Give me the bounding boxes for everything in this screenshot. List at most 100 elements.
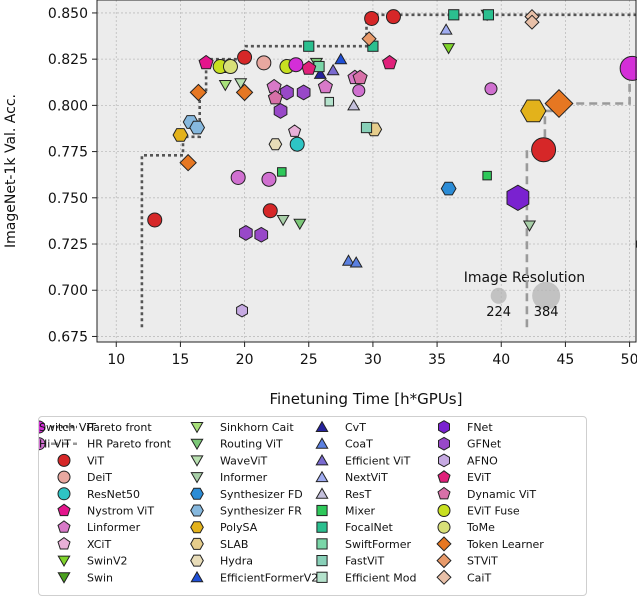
point-mixer: [277, 167, 287, 177]
legend-item-swin: Swin: [57, 571, 113, 584]
resolution-label: 384: [534, 305, 559, 320]
legend-swatch: [438, 453, 450, 468]
legend-swatch: [315, 487, 329, 499]
point-efficient-vit: [326, 63, 340, 76]
legend-item-pareto-front: Pareto front: [51, 421, 152, 434]
legend-item-efficient-vit: Efficient ViT: [315, 453, 411, 467]
legend-label: Hi ViT: [39, 438, 71, 451]
x-tick-label: 15: [172, 352, 190, 368]
point-dynamic-vit: [352, 69, 368, 85]
legend-label: FastViT: [345, 555, 384, 568]
legend-item-polysa: PolySA: [190, 521, 258, 534]
point-cait: [524, 14, 540, 30]
legend-swatch: [316, 504, 328, 517]
legend-label: PolySA: [220, 521, 258, 534]
point-hydra: [268, 138, 283, 151]
legend-svg: Pareto front HR Pareto front ViT DeiT ResNet…: [32, 420, 544, 585]
x-tick-label: 45: [557, 352, 575, 368]
point-routing-vit: [293, 218, 307, 231]
legend-label: ResT: [345, 488, 372, 501]
point-synthesizer-fr: [189, 120, 206, 135]
y-tick-label: 0.675: [48, 329, 88, 345]
y-tick-label: 0.775: [48, 145, 88, 161]
legend-label: Pareto front: [87, 421, 152, 434]
point-hi-vit: [352, 84, 366, 98]
legend-swatch: [190, 487, 204, 500]
legend-swatch: [190, 472, 204, 484]
legend-item-hi-vit: Hi ViT: [32, 437, 71, 451]
legend-swatch: [57, 487, 71, 501]
legend-swatch: [316, 521, 328, 533]
legend-item-afno: AFNO: [438, 453, 498, 468]
legend-swatch: [316, 538, 328, 550]
legend-label: HR Pareto front: [87, 438, 172, 451]
legend-label: EViT: [467, 471, 491, 484]
legend-swatch: [190, 504, 204, 517]
point-evit: [382, 54, 398, 70]
legend-label: CaiT: [467, 571, 491, 584]
point-stvit: [361, 31, 377, 47]
legend-label: SLAB: [220, 538, 248, 551]
legend-swatch: [437, 486, 451, 500]
legend-item-cvt: CvT: [315, 420, 366, 434]
legend-item-token-learner: Token Learner: [436, 536, 544, 552]
point-hi-vit: [261, 171, 277, 187]
point-coat: [341, 254, 356, 266]
legend-label: SwiftFormer: [345, 538, 412, 551]
point-efficient-mod: [324, 96, 335, 107]
y-axis-label: ImageNet-1k Val. Acc.: [3, 94, 19, 248]
legend-item-gfnet: GFNet: [438, 436, 502, 451]
legend-label: NextViT: [345, 471, 388, 484]
legend-swatch: [316, 571, 328, 583]
point-synthesizer-fd: [440, 181, 457, 196]
legend-item-fnet: FNet: [438, 420, 493, 434]
legend-label: CoaT: [345, 438, 373, 451]
point-vit: [385, 9, 401, 25]
pareto-front-line: [140, 13, 637, 328]
legend-label: ResNet50: [87, 488, 140, 501]
point-polysa: [520, 99, 547, 123]
legend-swatch: [57, 520, 71, 533]
point-vit: [364, 10, 380, 26]
point-informer: [522, 220, 537, 232]
legend-label: Synthesizer FD: [220, 488, 303, 501]
legend-item-vit: ViT: [57, 453, 104, 467]
legend-label: Sinkhorn Cait: [220, 421, 294, 434]
legend-label: Synthesizer FR: [220, 505, 302, 518]
legend-item-fastvit: FastViT: [316, 555, 384, 568]
legend-item-focalnet: FocalNet: [316, 521, 394, 534]
point-gfnet: [280, 84, 294, 101]
legend-label: Linformer: [87, 521, 141, 534]
legend-item-swiftformer: SwiftFormer: [316, 538, 412, 551]
legend-label: Efficient Mod: [345, 571, 416, 584]
legend-item-routing-vit: Routing ViT: [190, 438, 283, 451]
legend-item-switch-vit: Switch ViT: [32, 420, 96, 434]
point-focalnet: [448, 9, 460, 21]
legend-swatch: [190, 422, 204, 434]
point-wavevit: [234, 78, 248, 90]
legend-item-hydra: Hydra: [190, 555, 253, 568]
legend-item-linformer: Linformer: [57, 520, 141, 534]
legend-item-evit-fuse: EViT Fuse: [437, 504, 520, 518]
legend-item-cait: CaiT: [436, 569, 491, 585]
legend-item-coat: CoaT: [315, 437, 373, 451]
point-vit: [531, 137, 557, 163]
point-gfnet: [239, 225, 253, 241]
resolution-marker: [532, 281, 561, 310]
legend-item-informer: Informer: [190, 471, 268, 484]
legend-swatch: [315, 470, 329, 483]
legend-swatch: [436, 552, 452, 569]
legend-item-efficientformerv2: EfficientFormerV2: [190, 570, 318, 584]
legend-label: Dynamic ViT: [467, 488, 536, 501]
legend-label: FocalNet: [345, 521, 394, 534]
x-tick-label: 30: [364, 352, 382, 368]
point-fnet: [506, 184, 530, 211]
axes: 10 15 20 25 30 35 40 45 50 0.675 0.700 0.725 0.750 0.…: [48, 6, 637, 368]
x-tick-label: 25: [300, 352, 318, 368]
y-tick-label: 0.825: [48, 52, 88, 68]
legend-item-slab: SLAB: [190, 537, 248, 551]
legend-swatch: [315, 453, 329, 466]
point-informer: [276, 215, 290, 227]
x-tick-label: 40: [492, 352, 510, 368]
